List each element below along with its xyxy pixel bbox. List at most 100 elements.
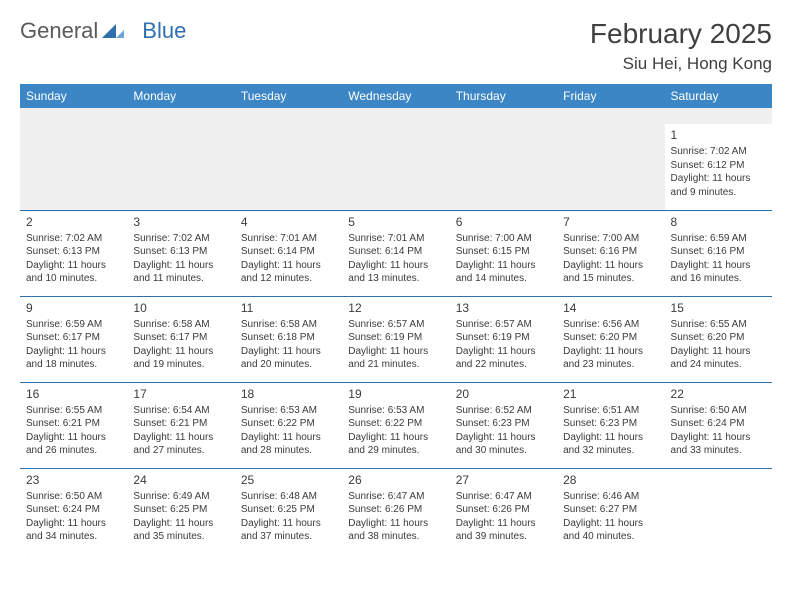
calendar-day: 24Sunrise: 6:49 AMSunset: 6:25 PMDayligh… [127, 468, 234, 554]
sunrise-line: Sunrise: 6:50 AM [26, 490, 121, 504]
month-title: February 2025 [590, 18, 772, 50]
sunset-line: Sunset: 6:19 PM [456, 331, 551, 345]
sunset-line: Sunset: 6:24 PM [26, 503, 121, 517]
day-number: 8 [671, 214, 766, 230]
daylight-line: Daylight: 11 hours and 32 minutes. [563, 431, 658, 458]
calendar-day: 18Sunrise: 6:53 AMSunset: 6:22 PMDayligh… [235, 382, 342, 468]
day-number: 22 [671, 386, 766, 402]
sunset-line: Sunset: 6:26 PM [456, 503, 551, 517]
empty-cell [557, 124, 664, 210]
sunset-line: Sunset: 6:22 PM [241, 417, 336, 431]
sunrise-line: Sunrise: 6:57 AM [456, 318, 551, 332]
day-header: Sunday [20, 84, 127, 108]
sunset-line: Sunset: 6:27 PM [563, 503, 658, 517]
sunrise-line: Sunrise: 6:46 AM [563, 490, 658, 504]
calendar-week: 9Sunrise: 6:59 AMSunset: 6:17 PMDaylight… [20, 296, 772, 382]
sunset-line: Sunset: 6:21 PM [133, 417, 228, 431]
day-number: 15 [671, 300, 766, 316]
sunset-line: Sunset: 6:16 PM [563, 245, 658, 259]
sunset-line: Sunset: 6:15 PM [456, 245, 551, 259]
calendar-day: 22Sunrise: 6:50 AMSunset: 6:24 PMDayligh… [665, 382, 772, 468]
sunset-line: Sunset: 6:17 PM [26, 331, 121, 345]
calendar-day: 3 Sunrise: 7:02 AMSunset: 6:13 PMDaylight… [127, 210, 234, 296]
day-number: 13 [456, 300, 551, 316]
sunset-line: Sunset: 6:20 PM [563, 331, 658, 345]
daylight-line: Daylight: 11 hours and 12 minutes. [241, 259, 336, 286]
sunset-line: Sunset: 6:23 PM [456, 417, 551, 431]
sunrise-line: Sunrise: 6:55 AM [671, 318, 766, 332]
day-number: 21 [563, 386, 658, 402]
calendar-day: 8Sunrise: 6:59 AMSunset: 6:16 PMDaylight… [665, 210, 772, 296]
blank-row [20, 108, 772, 124]
day-number: 28 [563, 472, 658, 488]
day-number: 19 [348, 386, 443, 402]
calendar-day: 12Sunrise: 6:57 AMSunset: 6:19 PMDayligh… [342, 296, 449, 382]
calendar-day: 1Sunrise: 7:02 AMSunset: 6:12 PMDaylight… [665, 124, 772, 210]
sunrise-line: Sunrise: 6:50 AM [671, 404, 766, 418]
sunset-line: Sunset: 6:17 PM [133, 331, 228, 345]
sunset-line: Sunset: 6:13 PM [133, 245, 228, 259]
calendar-day: 10Sunrise: 6:58 AMSunset: 6:17 PMDayligh… [127, 296, 234, 382]
calendar-day: 17Sunrise: 6:54 AMSunset: 6:21 PMDayligh… [127, 382, 234, 468]
sunrise-line: Sunrise: 6:57 AM [348, 318, 443, 332]
day-number: 5 [348, 214, 443, 230]
sunrise-line: Sunrise: 6:56 AM [563, 318, 658, 332]
daylight-line: Daylight: 11 hours and 22 minutes. [456, 345, 551, 372]
sunrise-line: Sunrise: 6:59 AM [671, 232, 766, 246]
daylight-line: Daylight: 11 hours and 40 minutes. [563, 517, 658, 544]
calendar-day: 13 Sunrise: 6:57 AMSunset: 6:19 PMDayligh… [450, 296, 557, 382]
day-header: Monday [127, 84, 234, 108]
day-number: 20 [456, 386, 551, 402]
daylight-line: Daylight: 11 hours and 15 minutes. [563, 259, 658, 286]
sunset-line: Sunset: 6:24 PM [671, 417, 766, 431]
daylight-line: Daylight: 11 hours and 35 minutes. [133, 517, 228, 544]
day-number: 6 [456, 214, 551, 230]
daylight-line: Daylight: 11 hours and 21 minutes. [348, 345, 443, 372]
day-number: 3 [133, 214, 228, 230]
calendar-day: 16Sunrise: 6:55 AMSunset: 6:21 PMDayligh… [20, 382, 127, 468]
sunset-line: Sunset: 6:20 PM [671, 331, 766, 345]
sunset-line: Sunset: 6:18 PM [241, 331, 336, 345]
sunset-line: Sunset: 6:14 PM [241, 245, 336, 259]
calendar-day: 4Sunrise: 7:01 AMSunset: 6:14 PMDaylight… [235, 210, 342, 296]
day-header: Friday [557, 84, 664, 108]
sunset-line: Sunset: 6:25 PM [133, 503, 228, 517]
sunrise-line: Sunrise: 7:02 AM [26, 232, 121, 246]
day-number: 14 [563, 300, 658, 316]
sunrise-line: Sunrise: 7:02 AM [133, 232, 228, 246]
calendar-day: 21Sunrise: 6:51 AMSunset: 6:23 PMDayligh… [557, 382, 664, 468]
sunset-line: Sunset: 6:13 PM [26, 245, 121, 259]
blank-cell [127, 108, 234, 124]
empty-cell [127, 124, 234, 210]
day-number: 24 [133, 472, 228, 488]
calendar-table: SundayMondayTuesdayWednesdayThursdayFrid… [20, 84, 772, 554]
sunrise-line: Sunrise: 6:47 AM [456, 490, 551, 504]
title-block: February 2025 Siu Hei, Hong Kong [590, 18, 772, 74]
daylight-line: Daylight: 11 hours and 39 minutes. [456, 517, 551, 544]
day-header: Saturday [665, 84, 772, 108]
sunset-line: Sunset: 6:25 PM [241, 503, 336, 517]
sunrise-line: Sunrise: 6:51 AM [563, 404, 658, 418]
calendar-day: 11Sunrise: 6:58 AMSunset: 6:18 PMDayligh… [235, 296, 342, 382]
calendar-day: 27Sunrise: 6:47 AMSunset: 6:26 PMDayligh… [450, 468, 557, 554]
calendar-day: 9Sunrise: 6:59 AMSunset: 6:17 PMDaylight… [20, 296, 127, 382]
sunrise-line: Sunrise: 7:01 AM [348, 232, 443, 246]
logo-text-1: General [20, 18, 98, 44]
day-number: 1 [671, 127, 766, 143]
sunrise-line: Sunrise: 6:47 AM [348, 490, 443, 504]
daylight-line: Daylight: 11 hours and 11 minutes. [133, 259, 228, 286]
day-number: 11 [241, 300, 336, 316]
sunset-line: Sunset: 6:19 PM [348, 331, 443, 345]
calendar-day: 19Sunrise: 6:53 AMSunset: 6:22 PMDayligh… [342, 382, 449, 468]
day-number: 23 [26, 472, 121, 488]
sunset-line: Sunset: 6:12 PM [671, 159, 766, 173]
day-number: 25 [241, 472, 336, 488]
daylight-line: Daylight: 11 hours and 20 minutes. [241, 345, 336, 372]
sunrise-line: Sunrise: 7:02 AM [671, 145, 766, 159]
empty-cell [665, 468, 772, 554]
daylight-line: Daylight: 11 hours and 10 minutes. [26, 259, 121, 286]
sunset-line: Sunset: 6:22 PM [348, 417, 443, 431]
daylight-line: Daylight: 11 hours and 30 minutes. [456, 431, 551, 458]
sunset-line: Sunset: 6:26 PM [348, 503, 443, 517]
blank-cell [557, 108, 664, 124]
